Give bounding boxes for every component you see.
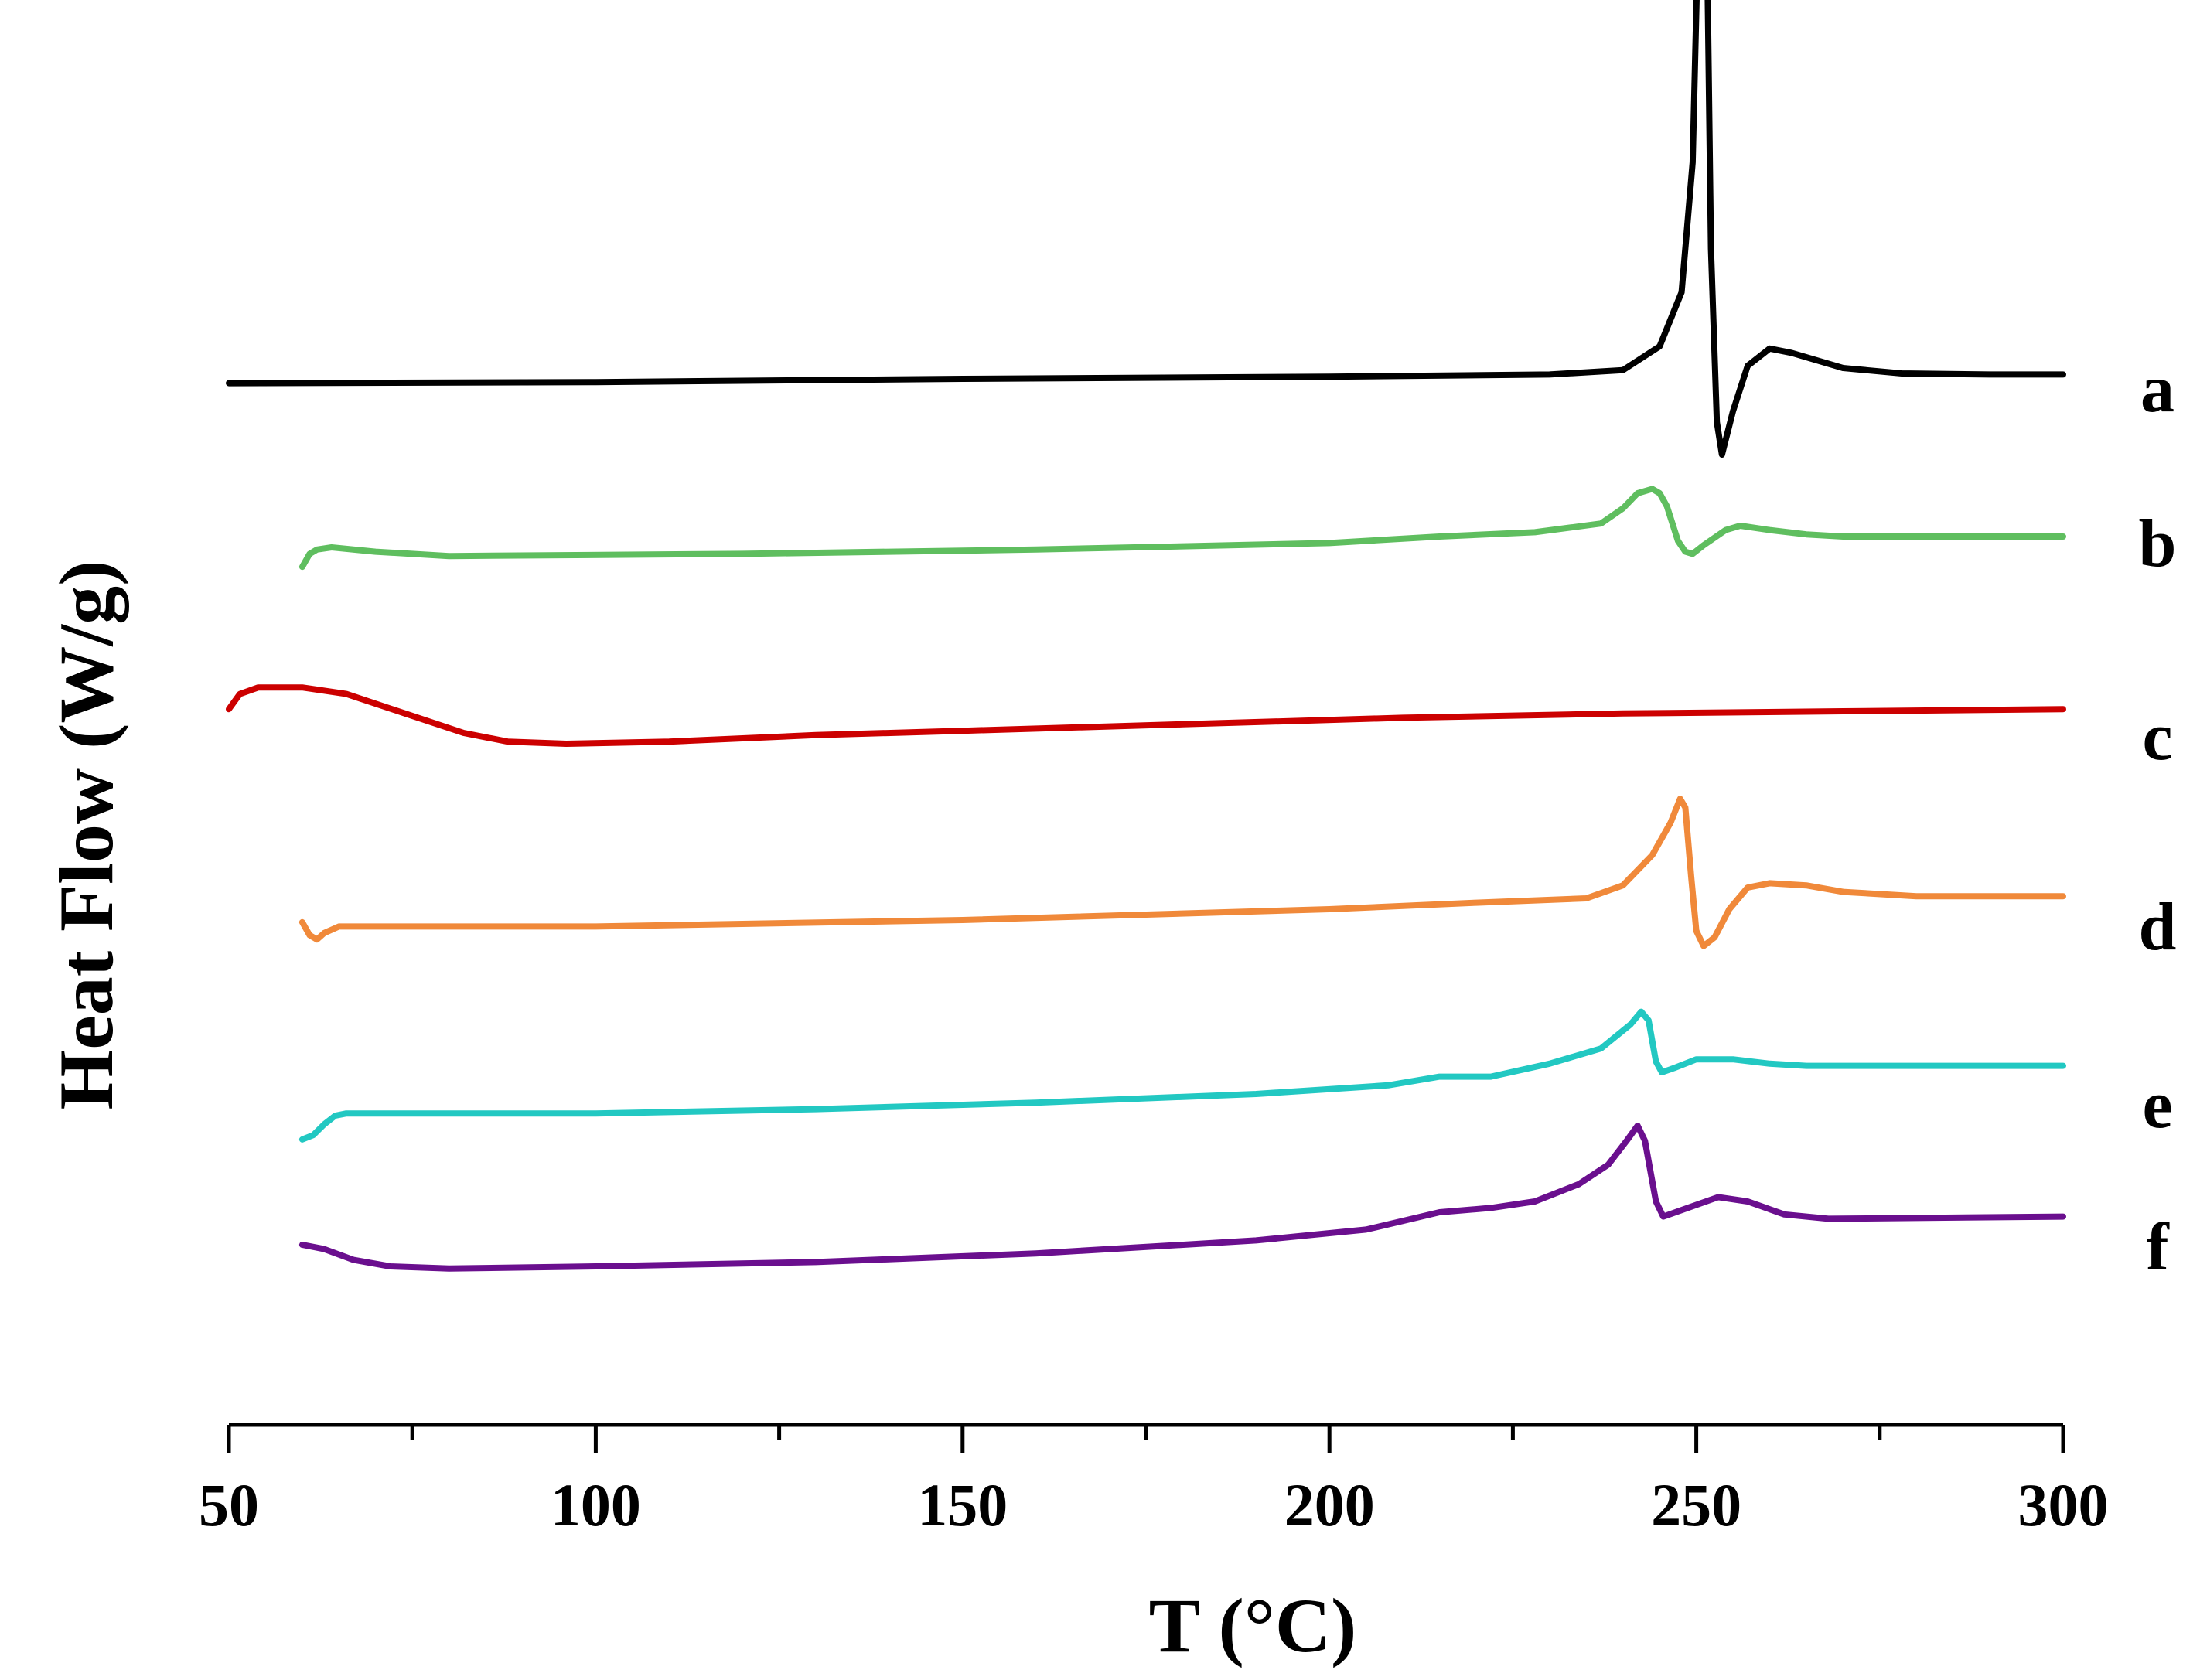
series-line-b [298,486,2066,571]
series-line-e [298,1008,2066,1143]
series-label-b: b [2139,506,2177,581]
series-labels: a b c d ef [2139,352,2177,1285]
series-label-d: d [2139,890,2177,965]
x-tick-label: 200 [1284,1471,1375,1539]
plot-layer [226,0,2066,1272]
series-line-a [226,0,2066,458]
x-tick-label: 50 [199,1471,259,1539]
series-label-a: a [2140,352,2174,427]
y-axis-title: Heat Flow (W/g) [43,561,129,1110]
x-tick-label: 250 [1651,1471,1741,1539]
x-axis-title: T (°C) [1149,1583,1357,1668]
series-label-f: f [2146,1210,2170,1285]
series-label-e: e [2142,1068,2172,1143]
series-line-f [298,1123,2066,1272]
series-line-c [226,684,2066,747]
x-tick-label: 300 [2018,1471,2109,1539]
x-tick-label: 100 [551,1471,641,1539]
series-line-d [298,796,2066,949]
series-label-c: c [2142,700,2172,775]
x-tick-label: 150 [917,1471,1008,1539]
x-axis: 50 100 150 200 250 300 [199,1423,2109,1539]
